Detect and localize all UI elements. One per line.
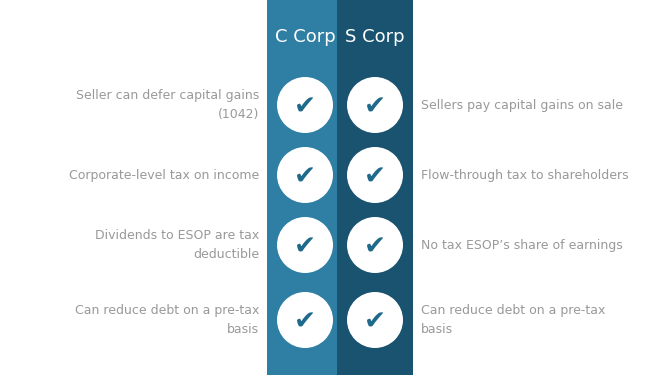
Circle shape <box>277 217 333 273</box>
Text: ✔: ✔ <box>364 310 386 336</box>
Text: C Corp: C Corp <box>274 28 335 46</box>
Circle shape <box>277 147 333 203</box>
Text: Flow-through tax to shareholders: Flow-through tax to shareholders <box>421 168 629 182</box>
Text: Dividends to ESOP are tax
deductible: Dividends to ESOP are tax deductible <box>95 229 259 261</box>
Text: ✔: ✔ <box>364 95 386 121</box>
Text: ✔: ✔ <box>294 235 316 261</box>
Bar <box>267 0 343 375</box>
Circle shape <box>277 77 333 133</box>
Text: ✔: ✔ <box>294 165 316 191</box>
Text: ✔: ✔ <box>364 165 386 191</box>
Bar <box>337 0 413 375</box>
Text: Can reduce debt on a pre-tax
basis: Can reduce debt on a pre-tax basis <box>75 304 259 336</box>
Text: Can reduce debt on a pre-tax
basis: Can reduce debt on a pre-tax basis <box>421 304 605 336</box>
Circle shape <box>277 292 333 348</box>
Circle shape <box>347 292 403 348</box>
Circle shape <box>347 147 403 203</box>
Text: ✔: ✔ <box>294 95 316 121</box>
Text: ✔: ✔ <box>364 235 386 261</box>
Text: Seller can defer capital gains
(1042): Seller can defer capital gains (1042) <box>76 89 259 121</box>
Text: ✔: ✔ <box>294 310 316 336</box>
Circle shape <box>347 217 403 273</box>
Text: No tax ESOP’s share of earnings: No tax ESOP’s share of earnings <box>421 238 623 252</box>
Text: Sellers pay capital gains on sale: Sellers pay capital gains on sale <box>421 99 623 111</box>
Circle shape <box>347 77 403 133</box>
Text: Corporate-level tax on income: Corporate-level tax on income <box>69 168 259 182</box>
Text: S Corp: S Corp <box>345 28 405 46</box>
